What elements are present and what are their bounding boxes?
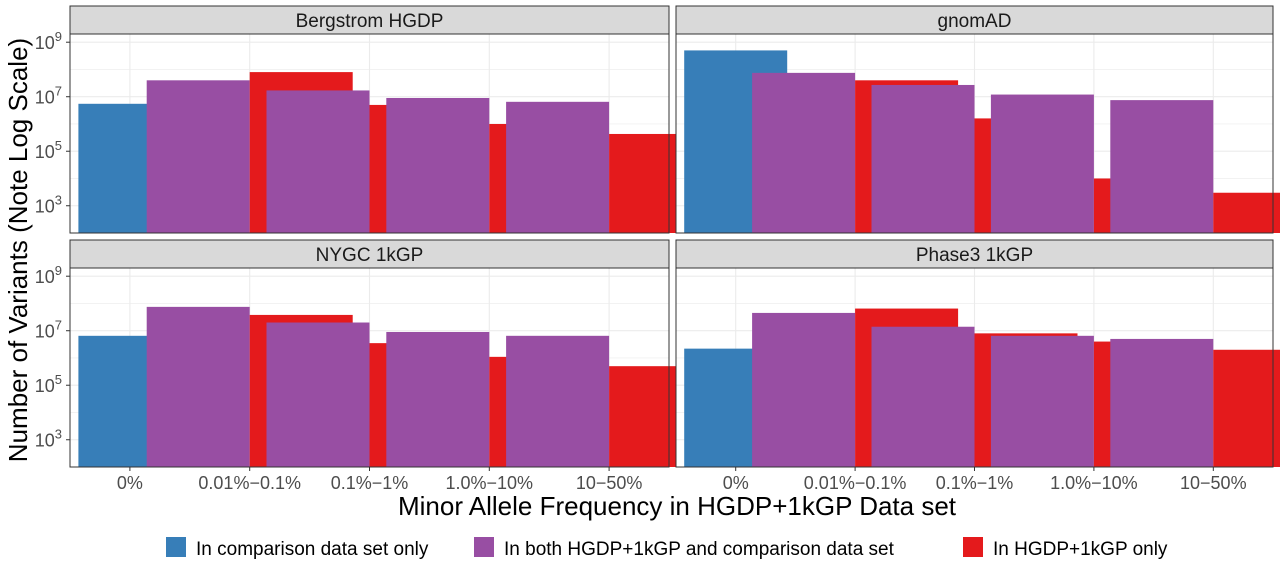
x-tick-label: 0.01%−0.1% [198, 473, 301, 493]
x-tick-label: 0% [723, 473, 749, 493]
bar-both [990, 335, 1094, 467]
facet-strip [675, 239, 1274, 269]
facet-strip [69, 5, 670, 35]
legend: In comparison data set only In both HGDP+… [166, 537, 1168, 560]
bar-both [1110, 338, 1214, 467]
bar-both [266, 90, 370, 233]
bar-both [386, 331, 490, 467]
facet-title: NYGC 1kGP [316, 245, 424, 266]
facet-title: Phase3 1kGP [916, 245, 1033, 266]
bar-hgdp [1213, 192, 1280, 233]
facet-panel-1: Bergstrom HGDP 103 105 107 109 [35, 5, 713, 234]
legend-swatch-both [474, 537, 494, 557]
legend-label-hgdp: In HGDP+1kGP only [993, 539, 1168, 560]
legend-swatch-hgdp [963, 537, 983, 557]
y-tick-label: 107 [35, 318, 62, 342]
panel-border [69, 33, 670, 234]
y-tick-label: 105 [35, 372, 62, 396]
bar-both [506, 335, 610, 467]
facet-panel-4: Phase3 1kGP 0% 0.01%−0.1% 0.1%−1% 1.0%−10% 10… [675, 239, 1280, 493]
bar-both [266, 322, 370, 467]
legend-label-both: In both HGDP+1kGP and comparison data se… [504, 539, 895, 560]
x-axis-title: Minor Allele Frequency in HGDP+1kGP Data… [398, 491, 957, 521]
y-tick-label: 109 [35, 263, 62, 287]
y-axis-title: Number of Variants (Note Log Scale) [3, 38, 33, 462]
x-tick-label: 1.0%−10% [446, 473, 534, 493]
bar-both [752, 72, 856, 233]
facet-title: Bergstrom HGDP [296, 11, 444, 32]
x-tick-label: 0.01%−0.1% [804, 473, 907, 493]
x-tick-label: 0.1%−1% [331, 473, 409, 493]
legend-swatch-comparison [166, 537, 186, 557]
bar-both [146, 80, 250, 233]
y-tick-label: 103 [35, 193, 62, 217]
legend-label-comparison: In comparison data set only [196, 539, 429, 560]
facet-panel-2: gnomAD [675, 5, 1280, 234]
x-tick-label: 10−50% [576, 473, 643, 493]
panel-border [675, 33, 1274, 234]
facet-panel-3: NYGC 1kGP 103 105 107 109 0% 0.01%−0.1% 0.1%−1%… [35, 239, 713, 493]
bar-both [1110, 100, 1214, 233]
bar-both [146, 306, 250, 467]
facet-strip [69, 239, 670, 269]
x-tick-label: 10−50% [1180, 473, 1247, 493]
bar-both [871, 84, 975, 234]
bar-both [871, 326, 975, 467]
bar-both [752, 312, 856, 467]
x-tick-label: 1.0%−10% [1050, 473, 1138, 493]
y-tick-label: 107 [35, 84, 62, 108]
x-tick-label: 0.1%−1% [936, 473, 1014, 493]
bar-both [990, 94, 1094, 233]
y-tick-label: 109 [35, 29, 62, 53]
bar-hgdp [1213, 349, 1280, 467]
facet-title: gnomAD [938, 11, 1012, 32]
bar-both [506, 101, 610, 233]
y-tick-label: 103 [35, 427, 62, 451]
bar-both [386, 97, 490, 233]
y-tick-label: 105 [35, 138, 62, 162]
x-tick-label: 0% [117, 473, 143, 493]
